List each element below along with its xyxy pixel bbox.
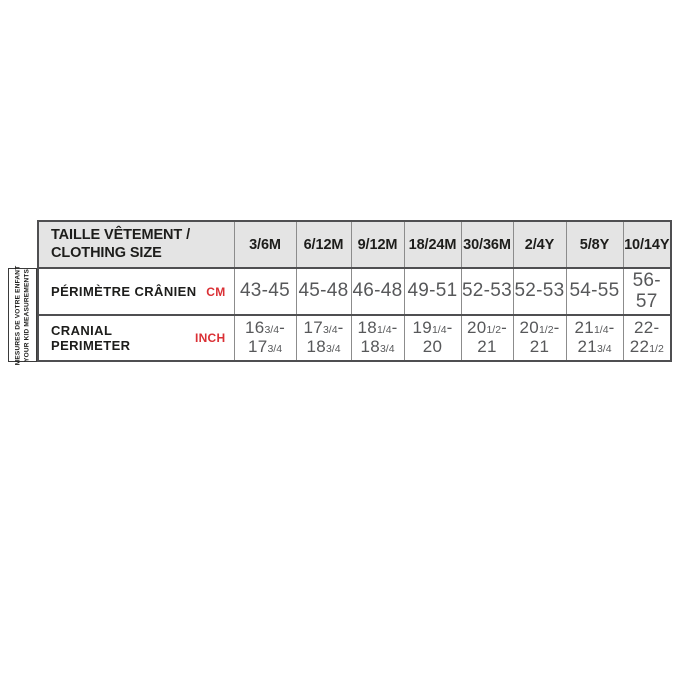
inch-value-cell: 163/4- 173/4	[233, 314, 297, 362]
fraction: 3/4	[379, 343, 395, 355]
fraction: 1/4	[431, 324, 447, 337]
cm-value-cell: 54-55	[565, 267, 624, 316]
cm-unit-label: CM	[206, 284, 226, 299]
fraction: 1/4	[593, 324, 609, 337]
inch-unit-label: INCH	[194, 331, 226, 345]
clothing-size-header-line2: CLOTHING SIZE	[51, 244, 162, 261]
inch-row-label: CRANIAL PERIMETER	[51, 323, 131, 353]
fraction: 3/4	[267, 343, 283, 355]
inch-value-cell: 201/2- 21	[460, 314, 514, 362]
inch-value-cell: 191/4- 20	[403, 314, 462, 362]
inch-value-cell: 173/4- 183/4	[295, 314, 352, 362]
measurements-side-label: MESURES DE VOTRE ENFANT YOUR KID MEASURE…	[13, 265, 32, 365]
inch-value-cell: 22-221/2	[622, 314, 672, 362]
inch-value-cell: 211/4- 213/4	[565, 314, 624, 362]
inch-value-cell: 201/2- 21	[512, 314, 567, 362]
cm-value-cell: 52-53	[460, 267, 514, 316]
cm-value-cell: 46-48	[350, 267, 405, 316]
measurements-side-box: MESURES DE VOTRE ENFANT YOUR KID MEASURE…	[8, 265, 37, 365]
column-header: 9/12M	[350, 220, 405, 269]
cm-row-label: PÉRIMÈTRE CRÂNIEN	[51, 284, 197, 299]
column-header: 18/24M	[403, 220, 462, 269]
cm-row-label-cell: PÉRIMÈTRE CRÂNIEN CM	[37, 267, 235, 316]
fraction: 1/2	[649, 343, 664, 355]
column-header: 3/6M	[233, 220, 297, 269]
column-header: 30/36M	[460, 220, 514, 269]
inch-value-cell: 181/4- 183/4	[350, 314, 405, 362]
cm-value-cell: 45-48	[295, 267, 352, 316]
cm-value-cell: 49-51	[403, 267, 462, 316]
column-header: 6/12M	[295, 220, 352, 269]
clothing-size-header-cell: TAILLE VÊTEMENT / CLOTHING SIZE	[37, 220, 235, 269]
fraction: 3/4	[264, 324, 280, 337]
fraction: 3/4	[325, 343, 341, 355]
cm-value-cell: 52-53	[512, 267, 567, 316]
header-row: TAILLE VÊTEMENT / CLOTHING SIZE 3/6M 6/12…	[37, 220, 672, 269]
inch-row-label-cell: CRANIAL PERIMETER INCH	[37, 314, 235, 362]
cm-value-cell: 43-45	[233, 267, 297, 316]
clothing-size-header-line1: TAILLE VÊTEMENT /	[51, 226, 191, 243]
fraction: 1/4	[376, 324, 392, 337]
measurements-side-label-fr: MESURES DE VOTRE ENFANT	[14, 265, 22, 365]
inch-row: CRANIAL PERIMETER INCH 163/4- 173/4 173/4-…	[37, 314, 672, 362]
column-header: 10/14Y	[622, 220, 672, 269]
fraction: 3/4	[596, 343, 612, 355]
column-header: 2/4Y	[512, 220, 567, 269]
fraction: 1/2	[486, 324, 502, 337]
fraction: 3/4	[322, 324, 338, 337]
measurements-side-label-en: YOUR KID MEASUREMENTS	[23, 268, 31, 362]
column-header: 5/8Y	[565, 220, 624, 269]
size-chart-table: TAILLE VÊTEMENT / CLOTHING SIZE 3/6M 6/12…	[37, 220, 672, 362]
fraction: 1/2	[538, 324, 554, 337]
cm-value-cell: 56-57	[622, 267, 672, 316]
cm-row: PÉRIMÈTRE CRÂNIEN CM 43-45 45-48 46-48 49-5…	[37, 267, 672, 316]
